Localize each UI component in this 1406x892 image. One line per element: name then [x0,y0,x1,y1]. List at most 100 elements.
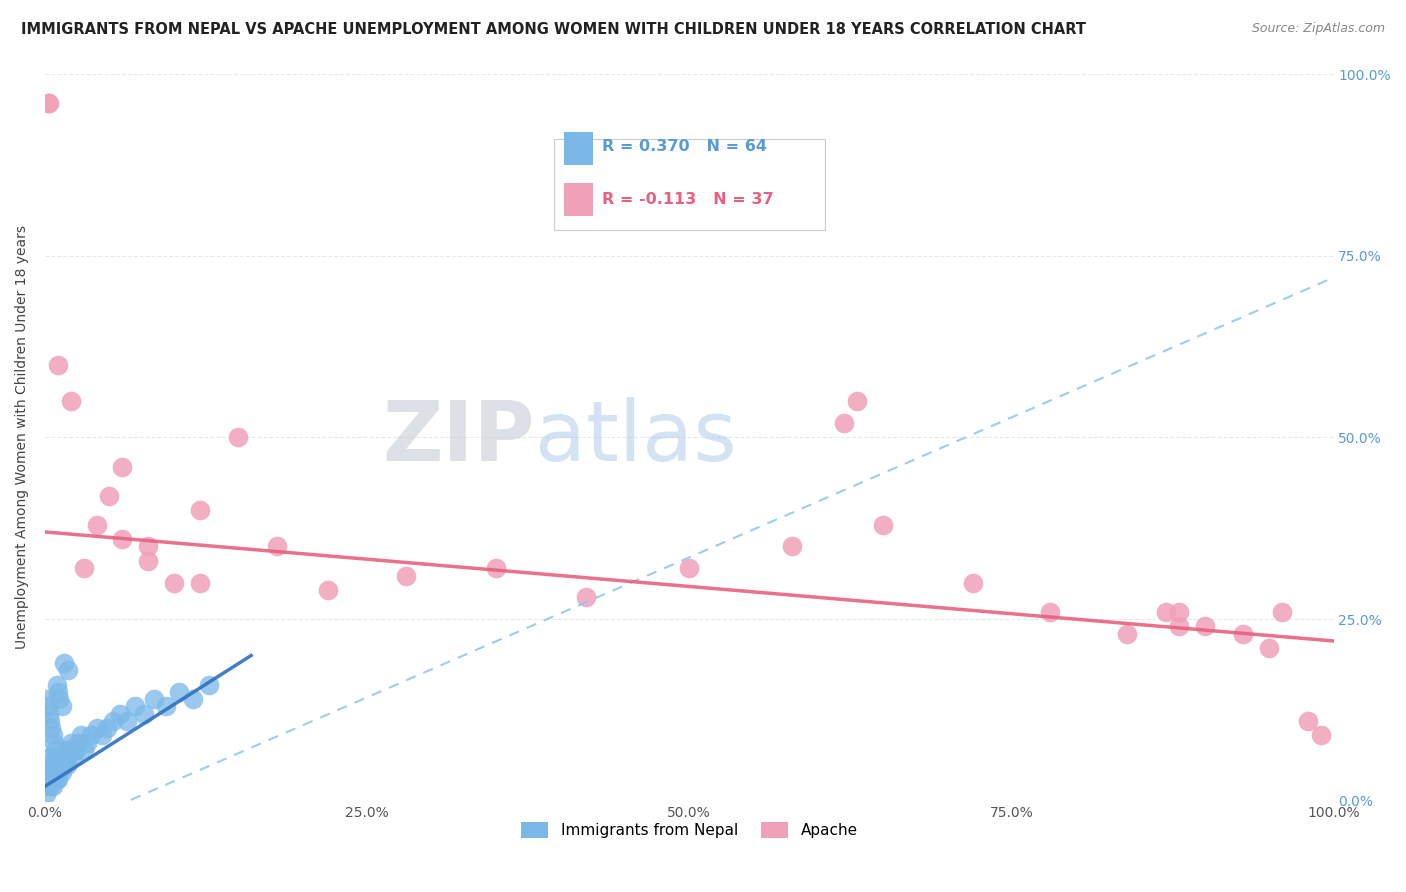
Point [39,750,62,764]
Point [44,750,66,764]
Point [37,780,59,794]
Point [1258,641,1281,656]
Point [38,706,60,721]
Point [143,692,166,706]
Point [86,721,108,735]
Point [678,561,700,575]
Text: Source: ZipAtlas.com: Source: ZipAtlas.com [1251,22,1385,36]
Point [45,772,67,786]
Point [48,764,70,779]
FancyBboxPatch shape [554,139,824,230]
Point [98,489,121,503]
Y-axis label: Unemployment Among Women with Children Under 18 years: Unemployment Among Women with Children U… [15,226,30,649]
Point [962,575,984,590]
Point [44,757,66,772]
Point [37,96,59,111]
Point [155,699,177,714]
Point [117,714,139,728]
Point [90,729,112,743]
Point [35,692,58,706]
Point [70,729,93,743]
Point [72,561,94,575]
Text: R = -0.113   N = 37: R = -0.113 N = 37 [602,192,773,207]
Point [65,743,87,757]
Point [1154,605,1177,619]
Point [1167,619,1189,633]
Point [56,757,79,772]
Point [134,706,156,721]
Point [52,757,75,772]
Point [395,568,418,582]
Point [59,736,82,750]
Point [226,430,249,444]
Point [48,757,70,772]
Point [188,503,211,517]
Point [1309,729,1331,743]
Point [103,714,125,728]
Text: ZIP: ZIP [382,397,534,478]
Point [46,358,69,372]
Point [782,540,804,554]
Point [46,757,69,772]
Point [1296,714,1319,728]
Point [832,416,855,430]
Point [41,721,63,735]
Point [124,699,146,714]
Point [1167,605,1189,619]
Point [1271,605,1294,619]
Point [45,764,67,779]
Point [58,743,80,757]
Point [49,750,72,764]
Point [485,561,508,575]
Point [72,743,94,757]
Point [266,540,288,554]
Point [59,394,82,409]
Point [35,787,58,801]
Point [53,656,76,670]
Point [96,721,118,735]
Point [86,517,108,532]
Bar [564,132,592,165]
Point [55,743,77,757]
Point [46,772,69,786]
Point [39,714,62,728]
Point [42,764,65,779]
Point [45,677,67,691]
Text: R = 0.370   N = 64: R = 0.370 N = 64 [602,139,766,154]
Point [41,780,63,794]
Point [41,764,63,779]
Point [1232,626,1254,640]
Point [41,772,63,786]
Point [51,699,73,714]
Point [80,729,103,743]
Point [872,517,894,532]
Point [181,692,204,706]
Point [188,575,211,590]
Point [42,736,65,750]
Point [41,729,63,743]
Point [38,96,60,111]
Point [62,750,84,764]
Point [37,699,59,714]
Point [76,736,98,750]
Point [67,736,90,750]
Point [111,532,134,546]
Point [136,554,159,568]
Point [845,394,868,409]
Point [44,743,66,757]
Point [38,757,60,772]
Point [197,677,219,691]
Text: IMMIGRANTS FROM NEPAL VS APACHE UNEMPLOYMENT AMONG WOMEN WITH CHILDREN UNDER 18 : IMMIGRANTS FROM NEPAL VS APACHE UNEMPLOY… [21,22,1085,37]
Point [1116,626,1139,640]
Point [1039,605,1062,619]
Point [48,692,70,706]
Point [39,780,62,794]
Point [56,663,79,677]
Bar [564,183,592,216]
Point [51,764,73,779]
Point [111,459,134,474]
Legend: Immigrants from Nepal, Apache: Immigrants from Nepal, Apache [515,816,863,844]
Point [42,772,65,786]
Point [108,706,131,721]
Text: atlas: atlas [534,397,737,478]
